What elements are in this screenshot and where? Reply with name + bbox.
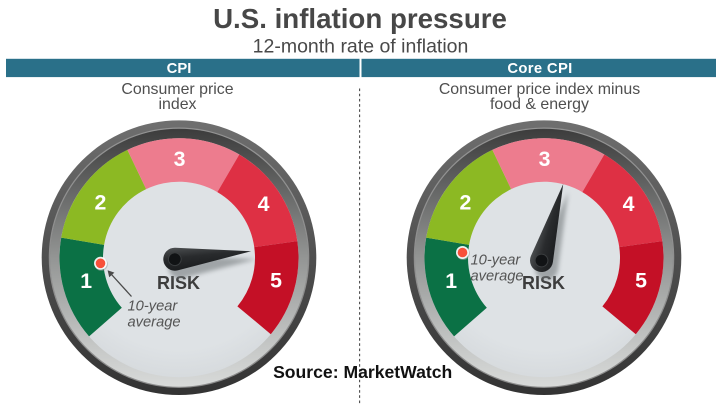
svg-text:Consumer price: Consumer price: [121, 81, 233, 98]
svg-text:food & energy: food & energy: [490, 96, 589, 113]
svg-text:5: 5: [635, 269, 647, 293]
svg-text:12-month rate of inflation: 12-month rate of inflation: [253, 35, 469, 57]
svg-text:Source: MarketWatch: Source: MarketWatch: [273, 362, 452, 382]
svg-text:1: 1: [445, 269, 457, 293]
svg-text:U.S. inflation pressure: U.S. inflation pressure: [213, 3, 507, 34]
svg-text:average: average: [471, 269, 524, 285]
svg-text:4: 4: [623, 192, 635, 216]
svg-text:CPI: CPI: [167, 61, 192, 77]
svg-text:10-year: 10-year: [128, 299, 179, 315]
svg-text:Core CPI: Core CPI: [507, 61, 572, 77]
svg-text:Consumer price index minus: Consumer price index minus: [439, 81, 640, 98]
svg-text:RISK: RISK: [522, 273, 565, 293]
svg-text:RISK: RISK: [157, 273, 200, 293]
svg-text:3: 3: [174, 147, 186, 171]
svg-text:2: 2: [459, 191, 471, 215]
svg-text:5: 5: [270, 269, 282, 293]
svg-text:3: 3: [539, 147, 551, 171]
svg-text:1: 1: [80, 269, 92, 293]
svg-text:index: index: [159, 96, 197, 113]
svg-text:average: average: [128, 315, 181, 331]
svg-text:10-year: 10-year: [471, 253, 522, 269]
svg-text:4: 4: [258, 192, 270, 216]
svg-text:2: 2: [94, 191, 106, 215]
